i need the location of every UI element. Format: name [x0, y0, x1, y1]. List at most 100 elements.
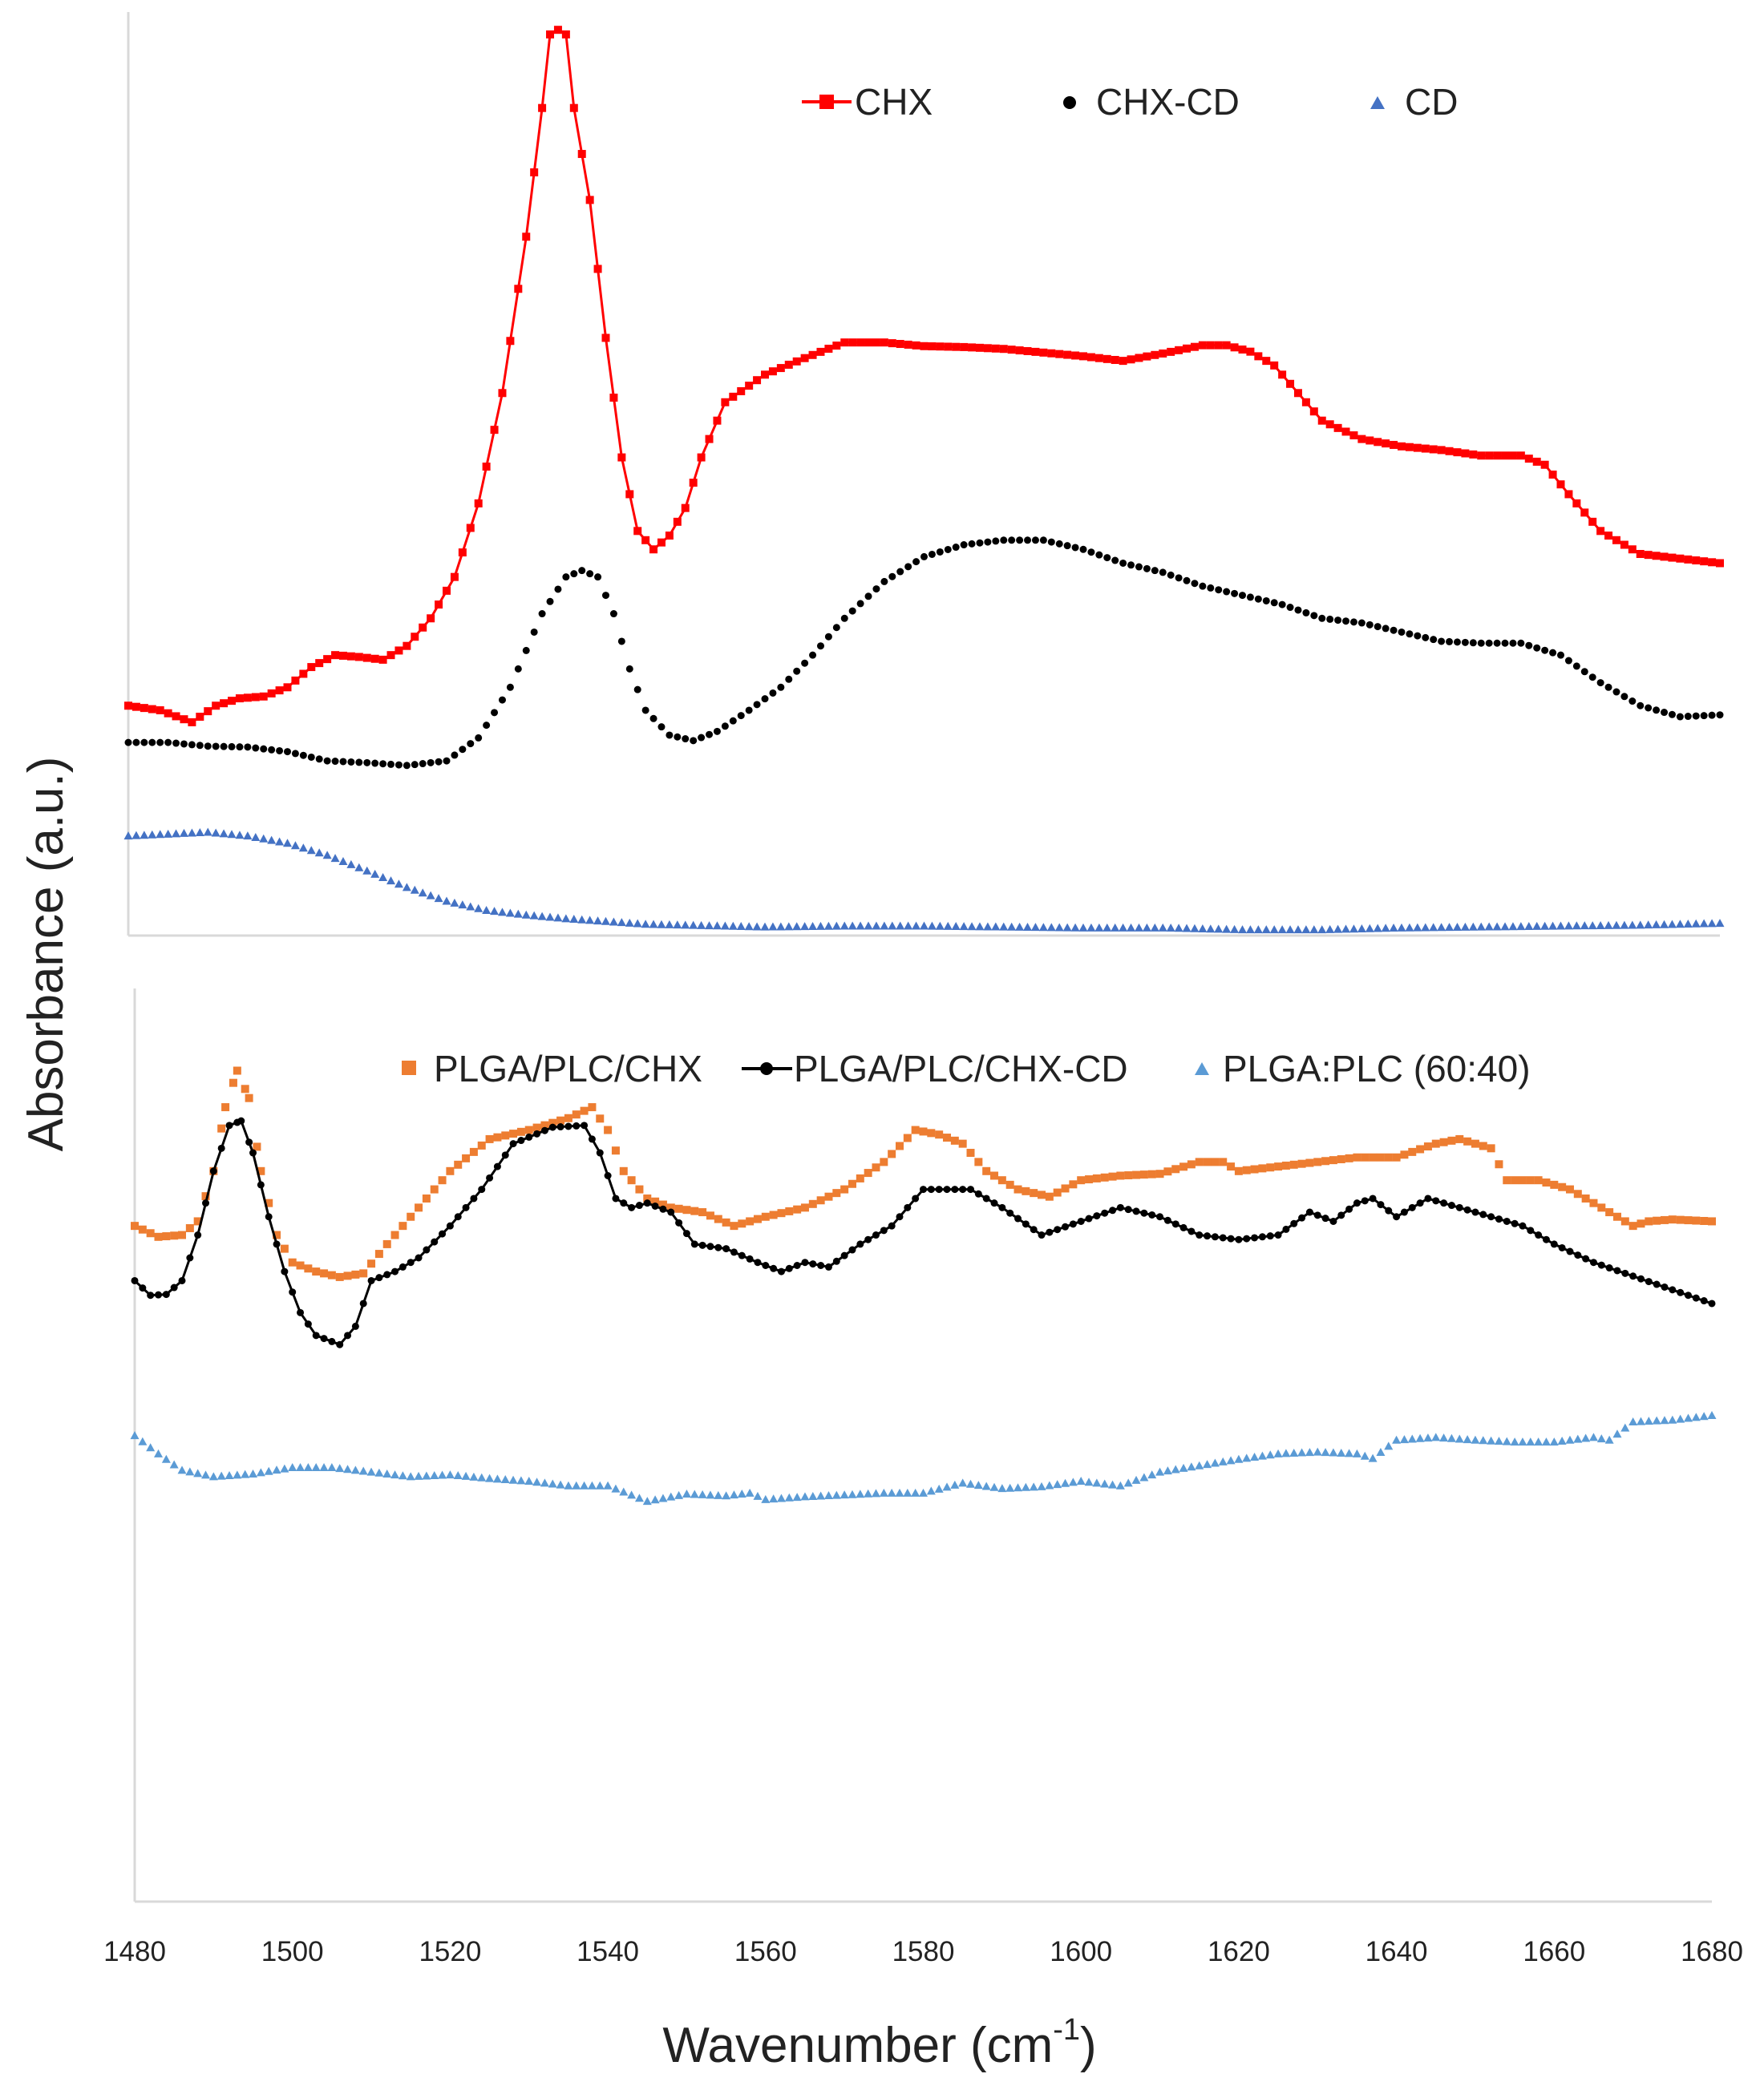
data-point [768, 367, 777, 376]
data-point [1198, 341, 1207, 350]
data-point [1437, 923, 1446, 932]
data-point [745, 706, 753, 714]
legend-top: CHX CHX-CD CD [802, 81, 1458, 123]
data-point [1190, 924, 1200, 932]
data-point [1400, 1150, 1409, 1159]
data-point [960, 342, 969, 351]
data-point [483, 722, 491, 730]
data-point [625, 918, 634, 927]
data-point [594, 573, 602, 581]
data-point [1398, 628, 1406, 636]
data-point [1030, 923, 1040, 932]
data-point [1564, 657, 1572, 665]
data-point [219, 829, 229, 838]
data-point [1628, 1222, 1637, 1231]
data-point [1253, 925, 1263, 934]
data-point [532, 1123, 541, 1132]
data-point [729, 717, 737, 725]
data-point [856, 921, 865, 930]
data-point [990, 1171, 999, 1180]
data-point [1023, 923, 1033, 932]
x-tick-label: 1580 [892, 1936, 955, 1967]
data-point [746, 1217, 755, 1226]
data-point [880, 1227, 888, 1235]
data-point [458, 548, 467, 557]
data-point [1286, 379, 1295, 388]
legend-cd-label: CD [1405, 81, 1458, 123]
data-point [446, 1222, 454, 1230]
data-point [959, 1186, 967, 1194]
data-point [1487, 1144, 1495, 1153]
data-point [1254, 352, 1263, 361]
data-point [169, 1460, 179, 1469]
data-point [1148, 1211, 1156, 1219]
data-point [1399, 1435, 1409, 1444]
data-point [888, 1150, 896, 1158]
data-point [601, 916, 610, 925]
data-point [343, 1465, 353, 1474]
data-point [975, 343, 984, 352]
series-chx [124, 26, 1724, 726]
data-point [641, 536, 650, 544]
data-point [1030, 1226, 1038, 1234]
data-point [697, 920, 706, 929]
data-point [1357, 619, 1365, 627]
data-point [1485, 451, 1494, 460]
data-point [1196, 1231, 1204, 1239]
data-point [451, 751, 459, 759]
data-point [569, 915, 579, 924]
data-point [1668, 1215, 1677, 1224]
data-point [1453, 448, 1462, 457]
data-point [1317, 925, 1327, 934]
data-point [485, 1134, 494, 1143]
data-point [188, 718, 196, 726]
data-point [370, 869, 380, 878]
data-point [1573, 1434, 1583, 1443]
data-point [628, 1203, 636, 1211]
data-point [682, 1230, 690, 1238]
data-point [1511, 1176, 1519, 1185]
data-point [1158, 923, 1167, 932]
data-point [1382, 625, 1390, 633]
data-point [1341, 427, 1350, 436]
data-point [721, 398, 730, 406]
data-point [1549, 649, 1557, 657]
data-point [1716, 711, 1724, 719]
data-point [968, 343, 977, 352]
data-point [1310, 612, 1318, 620]
data-point [164, 709, 172, 718]
data-point [403, 762, 411, 770]
data-point [1524, 921, 1534, 930]
data-point [1493, 451, 1502, 460]
data-point [1092, 1174, 1101, 1182]
data-point [1231, 589, 1239, 597]
data-point [864, 1489, 873, 1498]
data-point [1548, 921, 1558, 930]
data-point [554, 585, 562, 593]
data-point [864, 338, 873, 347]
data-point [896, 1213, 904, 1221]
data-point [698, 1241, 706, 1249]
data-point [312, 1332, 320, 1340]
data-point [1069, 1220, 1077, 1228]
data-point [1588, 673, 1596, 681]
data-point [761, 1212, 770, 1221]
data-point [209, 1167, 217, 1175]
data-point [1676, 713, 1684, 721]
data-point [1525, 641, 1533, 649]
data-point [698, 734, 706, 742]
data-point [950, 1480, 960, 1489]
data-point [1116, 1171, 1125, 1180]
data-point [832, 1189, 841, 1198]
data-point [848, 607, 856, 615]
data-point [1446, 637, 1454, 645]
data-point [478, 1186, 486, 1194]
data-point [1532, 921, 1542, 930]
x-tick-labels: 1480 1500 1520 1540 1560 1580 1600 1620 1640 1660… [103, 1936, 1743, 1967]
data-point [1046, 923, 1056, 932]
data-point [602, 592, 609, 600]
data-point [148, 830, 157, 839]
data-point [737, 1490, 746, 1498]
data-point [722, 1491, 731, 1500]
data-point [920, 342, 929, 350]
